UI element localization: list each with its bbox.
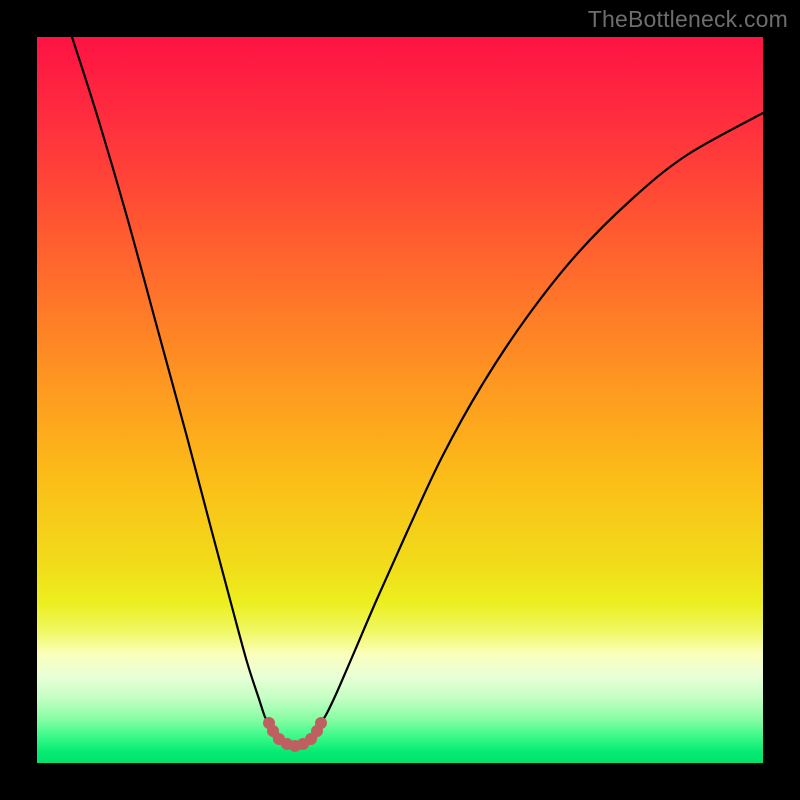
watermark-text: TheBottleneck.com xyxy=(588,6,788,33)
plot-area xyxy=(37,37,763,763)
gradient-background xyxy=(37,37,763,763)
trough-marker xyxy=(315,717,327,729)
outer-frame: TheBottleneck.com xyxy=(0,0,800,800)
bottleneck-chart xyxy=(37,37,763,763)
